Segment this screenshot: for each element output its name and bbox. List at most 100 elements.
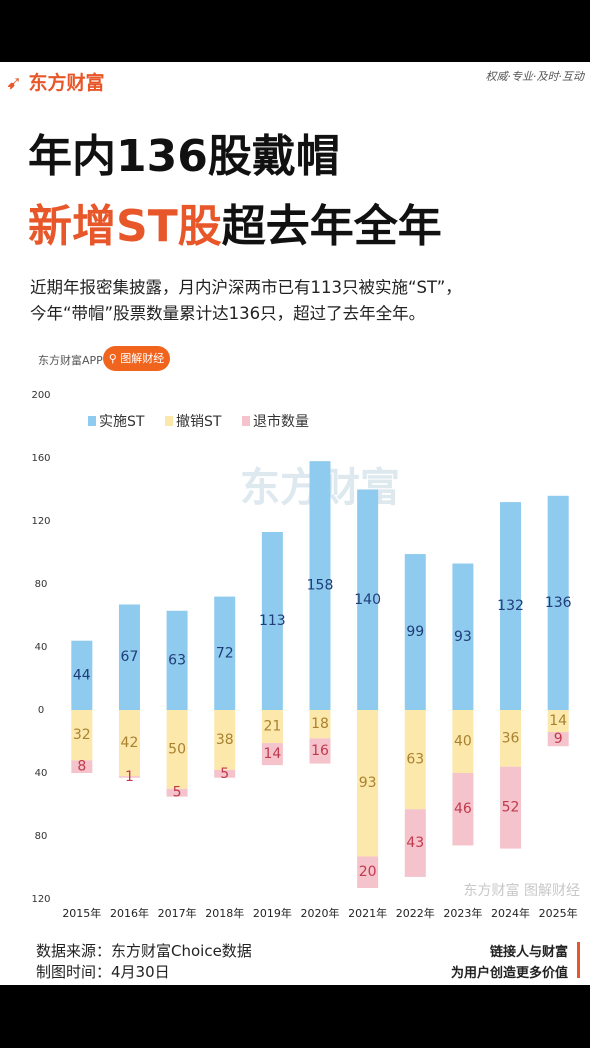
value-label: 63 [168,652,186,668]
bar [547,732,569,747]
value-label: 14 [549,713,567,729]
value-label: 5 [220,766,229,782]
slogan: 权威·专业·及时·互动 [485,70,585,83]
bar [261,532,283,710]
bar [452,773,474,846]
legend-swatch [242,416,250,426]
x-tick-label: 2025年 [539,906,578,920]
bar [118,604,140,710]
footer-date: 制图时间：4月30日 [36,963,170,981]
value-label: 5 [173,785,182,801]
x-tick-label: 2023年 [443,906,482,920]
tag-source: 东方财富APP [38,354,103,367]
bar [166,610,188,710]
value-label: 50 [168,741,186,757]
y-tick-label: 120 [31,894,50,905]
bar [404,809,426,877]
x-tick-label: 2020年 [301,906,340,920]
footer-motto: 为用户创造更多价值 [450,966,568,981]
value-label: 63 [406,752,424,768]
value-label: 93 [454,629,472,645]
title-line1: 年内136股戴帽 [28,131,340,182]
y-tick-label: 120 [31,516,50,527]
tag-button[interactable]: ⚲ 图解财经 [103,346,170,371]
y-tick-label: 200 [31,390,50,401]
value-label: 40 [454,734,472,750]
value-label: 44 [73,667,91,683]
legend-swatch [165,416,173,426]
footer-accent [577,942,580,978]
legend-label: 退市数量 [253,413,309,430]
value-label: 21 [263,719,281,735]
x-tick-label: 2019年 [253,906,292,920]
bar [214,710,236,770]
y-tick-label: 160 [31,453,50,464]
value-label: 72 [216,645,234,661]
bar [547,495,569,710]
description: 今年“带帽”股票数量累计达136只，超过了去年全年。 [30,304,426,323]
legend-swatch [88,416,96,426]
value-label: 140 [354,592,381,608]
y-tick-label: 80 [35,831,48,842]
value-label: 9 [554,731,563,747]
title-rest: 超去年全年 [221,201,442,252]
bar [404,710,426,810]
value-label: 113 [259,613,286,629]
value-label: 38 [216,732,234,748]
x-tick-label: 2018年 [205,906,244,920]
bottom-bar [0,985,590,1048]
bar [404,554,426,710]
x-tick-label: 2016年 [110,906,149,920]
bar [166,788,188,797]
bar [547,710,569,733]
value-label: 18 [311,716,329,732]
bar [71,640,93,710]
logo-text: 东方财富 [28,72,105,94]
value-label: 132 [497,598,524,614]
value-label: 52 [502,800,520,816]
value-label: 158 [307,578,334,594]
value-label: 43 [406,835,424,851]
legend-label: 实施ST [99,414,145,430]
bar [309,738,331,764]
value-label: 46 [454,801,472,817]
title-line2: 新增ST股超去年全年 [28,190,442,254]
value-label: 67 [121,649,139,665]
y-tick-label: 0 [38,705,44,716]
title-highlight: 新增ST股 [28,201,222,252]
x-tick-label: 2021年 [348,906,387,920]
bar [166,710,188,789]
value-label: 1 [125,769,134,785]
y-tick-label: 40 [35,768,48,779]
bar [357,856,379,888]
value-label: 20 [359,864,377,880]
value-label: 136 [545,595,572,611]
value-label: 14 [263,746,281,762]
bar [309,461,331,710]
bar [261,710,283,744]
bar [500,502,522,710]
logo: ➹ 东方财富 [6,72,105,94]
watermark: 东方财富 图解财经 [464,882,580,899]
footer-source: 数据来源：东方财富Choice数据 [36,942,252,960]
bar [118,710,140,777]
value-label: 93 [359,775,377,791]
x-tick-label: 2024年 [491,906,530,920]
footer-motto: 链接人与财富 [489,945,568,960]
value-label: 32 [73,727,91,743]
tag-button-text: 图解财经 [120,352,165,365]
bar [261,743,283,766]
value-label: 99 [406,624,424,640]
bar [309,710,331,739]
bar [500,710,522,767]
bar [71,710,93,761]
bar [214,596,236,710]
bar [452,563,474,710]
bar [71,760,93,773]
x-tick-label: 2015年 [62,906,101,920]
bar [214,769,236,778]
bar [118,776,140,778]
x-tick-label: 2017年 [158,906,197,920]
value-label: 36 [502,730,520,746]
